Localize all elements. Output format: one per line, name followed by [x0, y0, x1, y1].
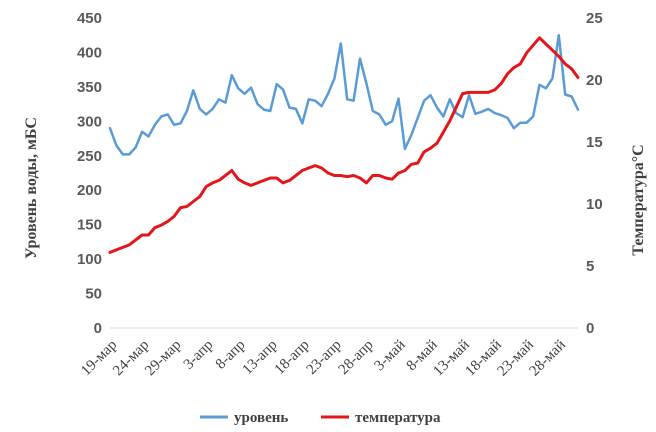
- y-left-axis-title: Уровень воды, мБС: [23, 117, 40, 259]
- y-right-tick-label: 0: [586, 320, 594, 337]
- y-left-tick-label: 450: [77, 10, 102, 27]
- x-tick-label: 3-апр: [181, 337, 217, 373]
- y-right-tick-label: 15: [586, 134, 603, 151]
- y-left-tick-label: 200: [77, 182, 102, 199]
- y-left-tick-label: 150: [77, 217, 102, 234]
- x-tick-label: 13-апр: [240, 337, 281, 378]
- series-lines: [108, 33, 580, 254]
- series-line-temperature: [108, 36, 580, 254]
- x-tick-labels: 19-мар24-мар29-мар3-апр8-апр13-апр18-апр…: [78, 337, 569, 379]
- y-right-tick-label: 10: [586, 196, 603, 213]
- x-tick-label: 23-апр: [304, 337, 345, 378]
- y-right-tick-label: 20: [586, 72, 603, 89]
- y-left-tick-label: 350: [77, 79, 102, 96]
- y-right-tick-labels: 0 5 10 15 20 25: [586, 10, 603, 337]
- x-tick-label: 28-май: [527, 337, 569, 379]
- legend-label-temperature: температура: [355, 410, 441, 426]
- y-left-tick-label: 0: [94, 320, 102, 337]
- x-tick-label: 28-апр: [336, 337, 377, 378]
- legend-label-level: уровень: [234, 410, 288, 426]
- y-left-tick-label: 250: [77, 148, 102, 165]
- y-right-tick-label: 25: [586, 10, 603, 27]
- series-line-level: [108, 33, 580, 156]
- y-left-tick-label: 100: [77, 251, 102, 268]
- y-left-tick-labels: 0 50 100 150 200 250 300 350 400 450: [77, 10, 102, 337]
- legend: уровень температура: [200, 410, 441, 426]
- x-tick-label: 29-мар: [142, 337, 184, 379]
- y-left-tick-label: 300: [77, 113, 102, 130]
- y-left-tick-label: 50: [85, 286, 102, 303]
- y-right-axis-title: Температура°С: [630, 144, 647, 255]
- y-left-tick-label: 400: [77, 44, 102, 61]
- x-tick-label: 18-апр: [272, 337, 313, 378]
- y-right-tick-label: 5: [586, 258, 594, 275]
- x-tick-label: 3-май: [372, 337, 409, 374]
